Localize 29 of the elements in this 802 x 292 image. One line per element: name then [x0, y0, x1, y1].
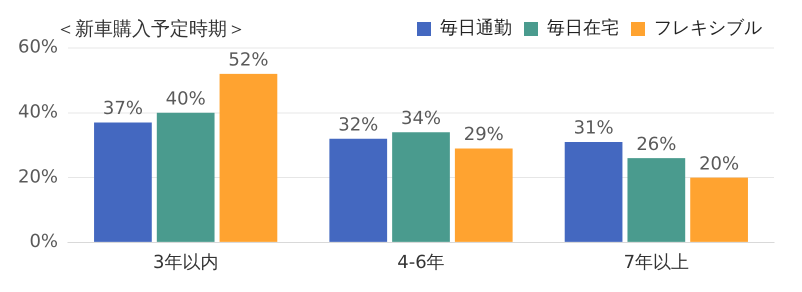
y-tick-label: 40%: [18, 101, 58, 122]
y-tick-label: 20%: [18, 166, 58, 188]
text: 29%: [464, 124, 504, 146]
text: 34%: [400, 108, 442, 129]
x-tick-label: 3年以内: [152, 252, 218, 273]
legend-label: フレキシブル: [654, 18, 762, 39]
text: 26%: [636, 134, 676, 155]
text: 31%: [574, 118, 614, 139]
x-tick-label: 4-6年: [397, 252, 445, 273]
text: 52%: [228, 50, 268, 71]
y-tick-label: 0%: [29, 231, 58, 252]
bar: [454, 148, 513, 242]
legend-label: 毎日在宅: [547, 18, 619, 39]
bar: [627, 158, 686, 242]
x-tick-label: 7年以上: [624, 252, 690, 273]
bar: [220, 74, 278, 242]
bar: [392, 132, 450, 242]
text: 20%: [699, 153, 740, 174]
bar: [94, 122, 152, 242]
y-tick-label: 60%: [18, 36, 58, 58]
bar: [690, 178, 748, 242]
bar: [156, 112, 215, 242]
bar: [564, 142, 622, 242]
legend-label: 毎日通勤: [440, 18, 512, 39]
bar: [329, 138, 388, 242]
text: 40%: [166, 88, 206, 110]
text: 32%: [338, 114, 378, 136]
text: 37%: [102, 98, 143, 120]
chart-title: ＜新車購入予定時期＞: [56, 17, 246, 40]
